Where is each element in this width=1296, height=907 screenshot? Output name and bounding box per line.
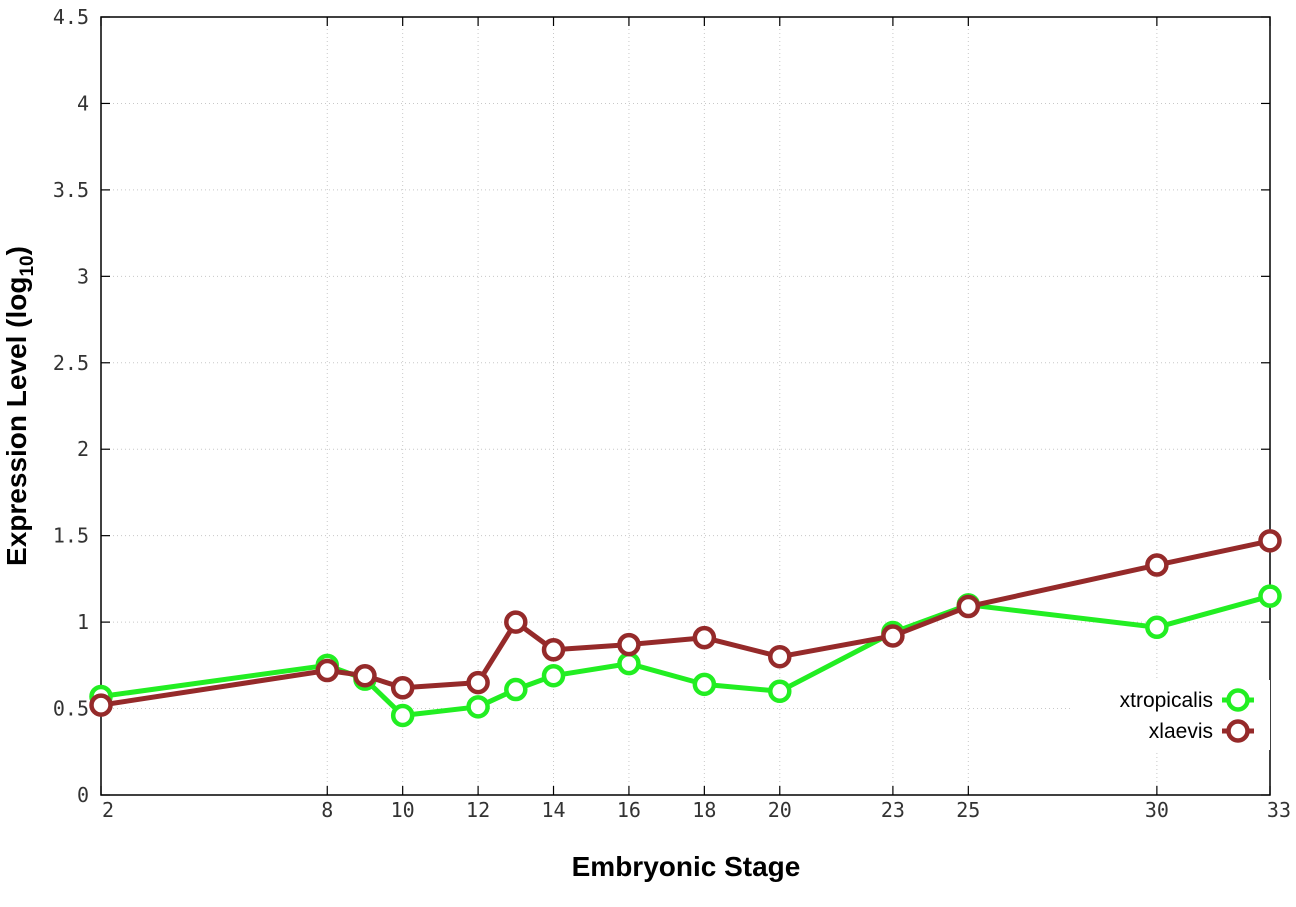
xtropicalis-point-18 xyxy=(692,672,717,697)
x-tick-label-10: 10 xyxy=(391,798,415,822)
y-tick-label-3: 3 xyxy=(77,264,89,288)
y-tick-label-0-5: 0.5 xyxy=(53,697,89,721)
y-axis-title: Expression Level (log10) xyxy=(1,246,38,566)
xtropicalis-point-10 xyxy=(390,703,415,728)
xtropicalis-point-20 xyxy=(768,679,792,704)
xlaevis-point-10 xyxy=(390,676,415,700)
xlaevis-point-23 xyxy=(881,624,905,648)
plot-frame xyxy=(100,16,1271,796)
series-xlaevis xyxy=(89,529,1282,717)
xlaevis-point-13 xyxy=(504,610,528,634)
xtropicalis-point-30 xyxy=(1145,615,1169,640)
x-tick-label-14: 14 xyxy=(541,798,565,822)
y-tick-label-2: 2 xyxy=(77,437,89,461)
y-tick-label-1-5: 1.5 xyxy=(53,524,89,548)
x-tick-label-20: 20 xyxy=(768,798,792,822)
legend-marker-xlaevis xyxy=(1226,719,1250,743)
y-tick-label-3-5: 3.5 xyxy=(53,178,89,202)
xtropicalis-point-33 xyxy=(1258,584,1282,608)
legend-label-xlaevis: xlaevis xyxy=(1149,720,1213,743)
legend-marker-xtropicalis xyxy=(1226,688,1250,712)
x-axis-title: Embryonic Stage xyxy=(572,851,801,882)
legend-label-xtropicalis: xtropicalis xyxy=(1120,689,1213,712)
y-tick-label-4-5: 4.5 xyxy=(53,5,89,29)
x-tick-label-16: 16 xyxy=(617,798,641,822)
xlaevis-point-30 xyxy=(1145,553,1169,577)
x-tick-label-33: 33 xyxy=(1267,798,1291,822)
x-tick-label-25: 25 xyxy=(956,798,980,822)
xtropicalis-point-12 xyxy=(466,695,490,719)
xlaevis-point-8 xyxy=(315,658,340,683)
xlaevis-point-16 xyxy=(617,632,641,657)
xlaevis-point-33 xyxy=(1258,529,1282,553)
axis-ticks: 0 0.5 1 1.5 2 2.5 3 3.5 4 4.5 2 8 10 12 14 16 18 20 23 25 30… xyxy=(53,5,1291,822)
xlaevis-point-2 xyxy=(89,693,113,717)
xlaevis-point-20 xyxy=(768,644,792,669)
y-tick-label-4: 4 xyxy=(77,91,89,115)
legend: xtropicalis xlaevis xyxy=(1070,680,1270,750)
y-axis-title-main: Expression Level (log xyxy=(1,277,32,566)
xtropicalis-point-13 xyxy=(504,677,528,702)
x-tick-label-8: 8 xyxy=(321,798,333,822)
x-tick-label-23: 23 xyxy=(881,798,905,822)
x-tick-label-2: 2 xyxy=(102,798,114,822)
x-tick-label-18: 18 xyxy=(692,798,716,822)
xlaevis-point-12 xyxy=(466,670,490,695)
xtropicalis-point-14 xyxy=(541,663,566,688)
xtropicalis-point-16 xyxy=(617,651,641,676)
xlaevis-point-9 xyxy=(353,663,377,688)
x-tick-label-12: 12 xyxy=(466,798,490,822)
y-tick-label-1: 1 xyxy=(77,610,89,634)
y-axis-title-close: ) xyxy=(1,246,32,255)
y-tick-label-2-5: 2.5 xyxy=(53,351,89,375)
xlaevis-point-18 xyxy=(692,625,717,650)
y-axis-title-subscript: 10 xyxy=(17,255,38,276)
xlaevis-point-14 xyxy=(541,638,566,662)
xlaevis-point-25 xyxy=(956,594,981,619)
x-tick-label-30: 30 xyxy=(1145,798,1169,822)
series-group xyxy=(89,529,1282,728)
y-tick-label-0: 0 xyxy=(77,783,89,807)
